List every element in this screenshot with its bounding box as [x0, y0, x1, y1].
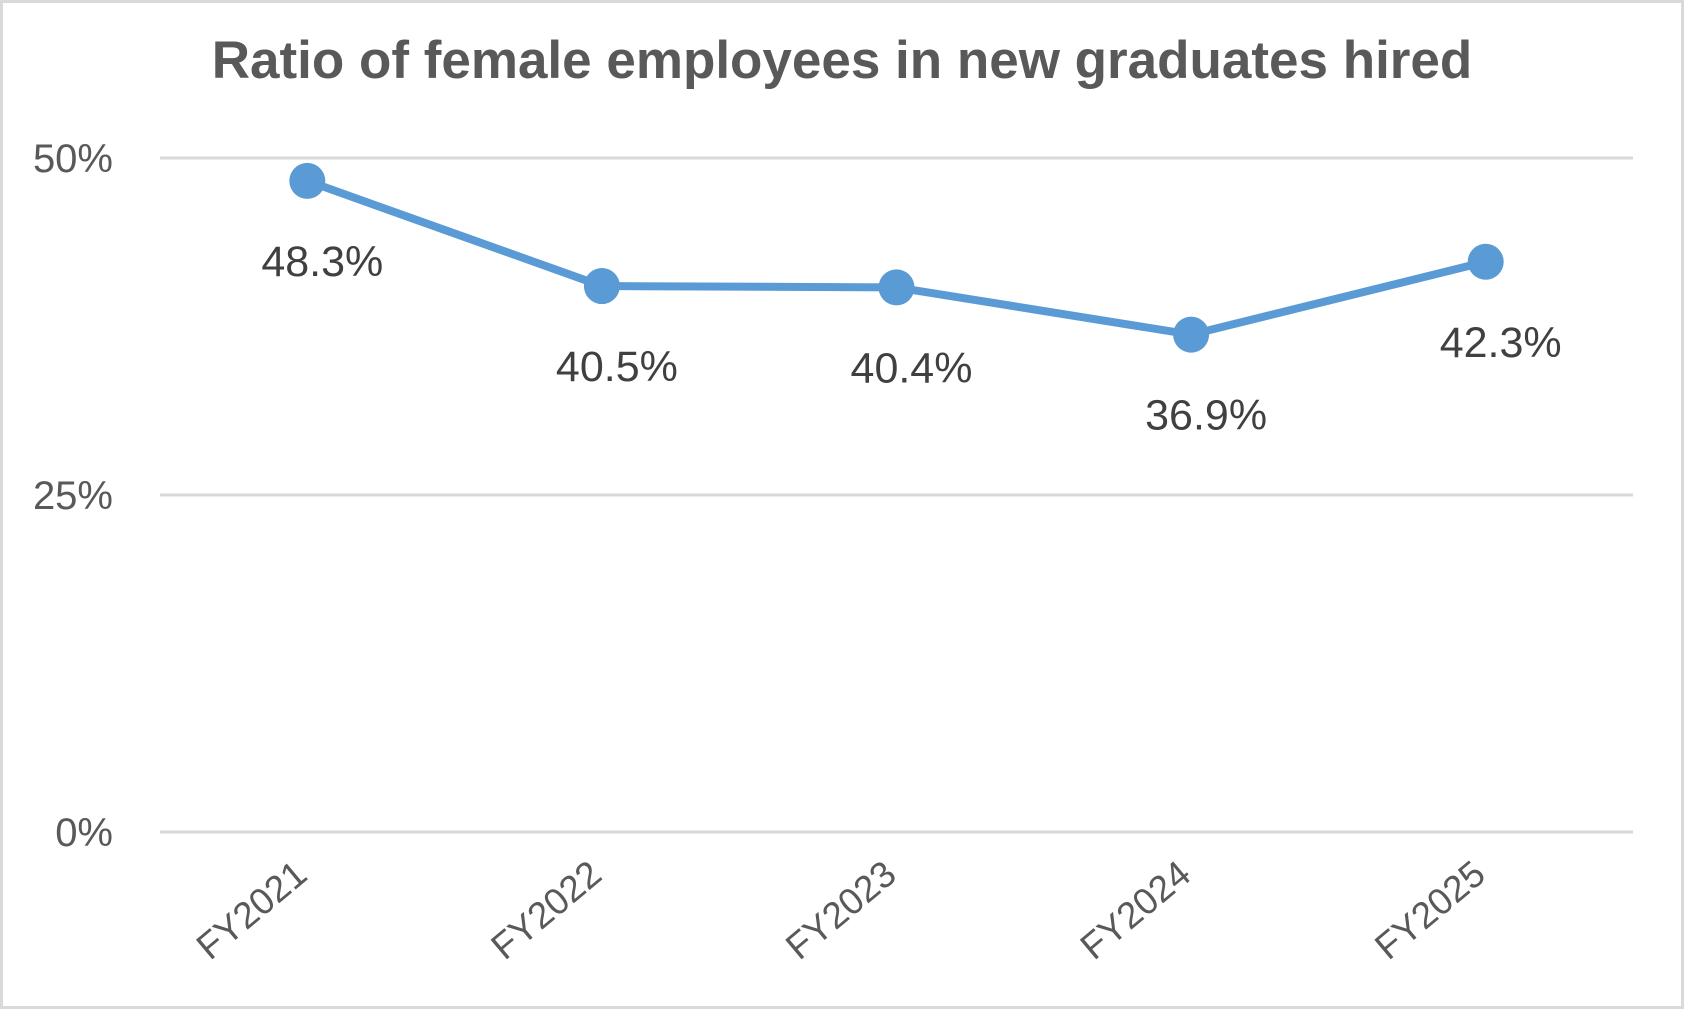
data-label: 42.3% — [1440, 319, 1562, 367]
x-tick-label: FY2023 — [778, 853, 904, 968]
y-axis-labels: 0% 25% 50% — [33, 137, 113, 855]
data-labels: 48.3% 40.5% 40.4% 36.9% 42.3% — [261, 238, 1561, 440]
y-tick-label: 25% — [33, 474, 113, 518]
data-label: 40.4% — [851, 344, 973, 392]
chart-title: Ratio of female employees in new graduat… — [211, 31, 1473, 90]
data-point-marker[interactable] — [289, 162, 326, 199]
x-tick-label: FY2021 — [189, 853, 315, 968]
data-label: 36.9% — [1145, 392, 1267, 440]
data-point-marker[interactable] — [1467, 243, 1504, 280]
x-tick-label: FY2022 — [483, 853, 609, 968]
data-point-marker[interactable] — [878, 269, 915, 306]
data-point-marker[interactable] — [1173, 316, 1210, 353]
gridlines — [160, 156, 1633, 834]
data-point-marker[interactable] — [583, 268, 620, 305]
data-label: 40.5% — [556, 343, 678, 391]
y-tick-label: 50% — [33, 137, 113, 181]
y-tick-label: 0% — [55, 811, 113, 855]
series-line — [305, 177, 1487, 339]
data-label: 48.3% — [261, 238, 383, 286]
x-tick-label: FY2024 — [1073, 853, 1199, 968]
data-series-line — [289, 162, 1504, 353]
x-axis-labels: FY2021 FY2022 FY2023 FY2024 FY2025 — [189, 853, 1493, 968]
x-tick-label: FY2025 — [1367, 853, 1493, 968]
